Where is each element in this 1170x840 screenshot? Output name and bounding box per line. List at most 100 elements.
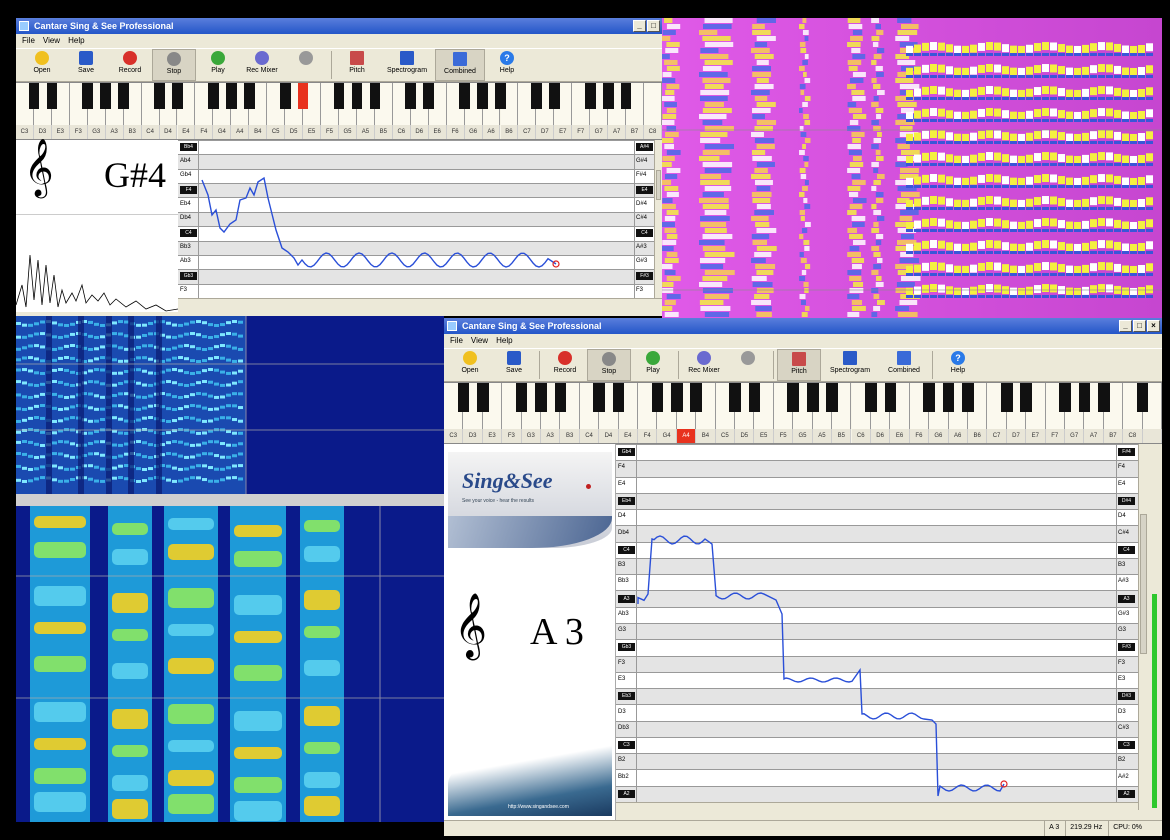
piano-black-key[interactable] <box>1078 383 1091 412</box>
help-button[interactable]: ? Help <box>950 351 966 374</box>
maximize-button[interactable]: □ <box>1133 320 1146 332</box>
piano-black-key[interactable] <box>459 83 470 110</box>
piano-keyboard[interactable]: C3 D3 E3 F3 G3 A3 B3 C4 D4 E4 F4 G4 A4 B4 C5 D5 E5 F5 G5 A5… <box>444 382 1162 444</box>
piano-black-key[interactable] <box>154 83 165 110</box>
piano-keyboard[interactable]: C3 D3 E3 F3 G3 A3 B3 C4 D4 E4 F4 G4 A4 B4 C5 D5 E5 F5 G5 A5… <box>16 82 662 140</box>
piano-key-label: A4 <box>676 429 697 443</box>
maximize-button[interactable]: □ <box>647 20 660 32</box>
pitch-button[interactable]: Pitch <box>777 349 821 381</box>
piano-white-key[interactable] <box>644 83 662 125</box>
piano-black-key[interactable] <box>208 83 219 110</box>
piano-black-key[interactable] <box>620 83 632 110</box>
piano-black-key[interactable] <box>172 83 183 110</box>
vertical-scrollbar[interactable] <box>1138 444 1148 810</box>
menu-help[interactable]: Help <box>68 36 85 45</box>
piano-black-key[interactable] <box>369 83 381 110</box>
piano-black-key[interactable] <box>28 83 40 110</box>
combined-button[interactable]: Combined <box>879 349 929 381</box>
help-button[interactable]: ? Help <box>499 51 515 74</box>
piano-black-key[interactable] <box>535 383 547 412</box>
save-button[interactable]: Save <box>492 349 536 381</box>
piano-black-key[interactable] <box>225 83 237 110</box>
combined-button[interactable]: Combined <box>435 49 485 81</box>
piano-black-key[interactable] <box>690 383 703 412</box>
scroll-thumb[interactable] <box>1140 514 1147 654</box>
piano-black-key[interactable] <box>923 383 935 412</box>
stop-button[interactable]: Stop <box>587 349 631 381</box>
piano-black-key[interactable] <box>1097 383 1110 412</box>
piano-black-key[interactable] <box>729 383 741 412</box>
piano-black-key[interactable] <box>477 83 488 110</box>
piano-black-key[interactable] <box>476 383 489 412</box>
piano-black-key[interactable] <box>865 383 877 412</box>
rec-mixer-button[interactable]: Rec Mixer <box>682 349 726 381</box>
menu-file[interactable]: File <box>22 36 35 45</box>
horizontal-scrollbar[interactable] <box>178 298 662 312</box>
menu-help[interactable]: Help <box>496 336 513 345</box>
play-button[interactable]: Play <box>196 49 240 81</box>
piano-black-key[interactable] <box>297 83 309 110</box>
piano-black-key[interactable] <box>243 83 255 110</box>
piano-black-key[interactable] <box>554 383 567 412</box>
piano-black-key[interactable] <box>1020 383 1032 412</box>
scroll-thumb[interactable] <box>656 170 661 200</box>
open-button[interactable]: Open <box>20 49 64 81</box>
play-button[interactable]: Play <box>631 349 675 381</box>
pitch-button[interactable]: Pitch <box>335 49 379 81</box>
stop-button[interactable]: Stop <box>152 49 196 81</box>
piano-black-key[interactable] <box>806 383 819 412</box>
piano-black-key[interactable] <box>333 83 345 110</box>
piano-black-key[interactable] <box>531 83 542 110</box>
piano-black-key[interactable] <box>495 83 506 110</box>
piano-black-key[interactable] <box>423 83 435 110</box>
close-button[interactable]: × <box>1147 320 1160 332</box>
horizontal-scrollbar[interactable] <box>616 802 1138 816</box>
open-button[interactable]: Open <box>448 349 492 381</box>
piano-black-key[interactable] <box>46 83 58 110</box>
pitch-trace <box>637 535 1008 797</box>
menu-view[interactable]: View <box>470 336 489 345</box>
piano-black-key[interactable] <box>748 383 761 412</box>
piano-key-label: G4 <box>657 429 677 443</box>
piano-black-key[interactable] <box>457 383 470 412</box>
piano-black-key[interactable] <box>826 383 838 412</box>
piano-black-key[interactable] <box>1136 383 1149 412</box>
spectrogram-button[interactable]: Spectrogram <box>379 49 435 81</box>
menu-view[interactable]: View <box>42 36 61 45</box>
record-button[interactable]: Record <box>108 49 152 81</box>
piano-black-key[interactable] <box>962 383 974 412</box>
menu-file[interactable]: File <box>450 336 463 345</box>
minimize-button[interactable]: _ <box>1119 320 1132 332</box>
staff-note-label-right: B2 <box>1118 757 1126 764</box>
vertical-scrollbar[interactable] <box>654 140 662 298</box>
rec-mixer-button[interactable]: Rec Mixer <box>240 49 284 81</box>
staff-margin-line <box>634 140 635 298</box>
minimize-button[interactable]: _ <box>633 20 646 32</box>
piano-black-key[interactable] <box>118 83 130 110</box>
piano-black-key[interactable] <box>279 83 291 110</box>
record-button[interactable]: Record <box>543 349 587 381</box>
piano-black-key[interactable] <box>82 83 94 110</box>
piano-black-key[interactable] <box>593 383 606 412</box>
piano-black-key[interactable] <box>671 383 683 412</box>
piano-black-key[interactable] <box>942 383 955 412</box>
piano-black-key[interactable] <box>1059 383 1071 412</box>
piano-black-key[interactable] <box>602 83 614 110</box>
save-button[interactable]: Save <box>64 49 108 81</box>
piano-key-label: G5 <box>793 429 813 443</box>
piano-black-key[interactable] <box>612 383 625 412</box>
staff-note-label-right: C#4 <box>1118 529 1130 536</box>
piano-key-label: C7 <box>987 429 1007 443</box>
piano-black-key[interactable] <box>351 83 363 110</box>
piano-black-key[interactable] <box>651 383 664 412</box>
piano-black-key[interactable] <box>787 383 800 412</box>
piano-black-key[interactable] <box>515 383 528 412</box>
piano-black-key[interactable] <box>100 83 112 110</box>
spectrogram-button[interactable]: Spectrogram <box>821 349 879 381</box>
piano-black-key[interactable] <box>884 383 897 412</box>
piano-black-key[interactable] <box>1000 383 1013 412</box>
pitch-cursor-marker <box>1000 780 1008 788</box>
piano-black-key[interactable] <box>548 83 560 110</box>
piano-black-key[interactable] <box>405 83 417 110</box>
piano-black-key[interactable] <box>584 83 596 110</box>
